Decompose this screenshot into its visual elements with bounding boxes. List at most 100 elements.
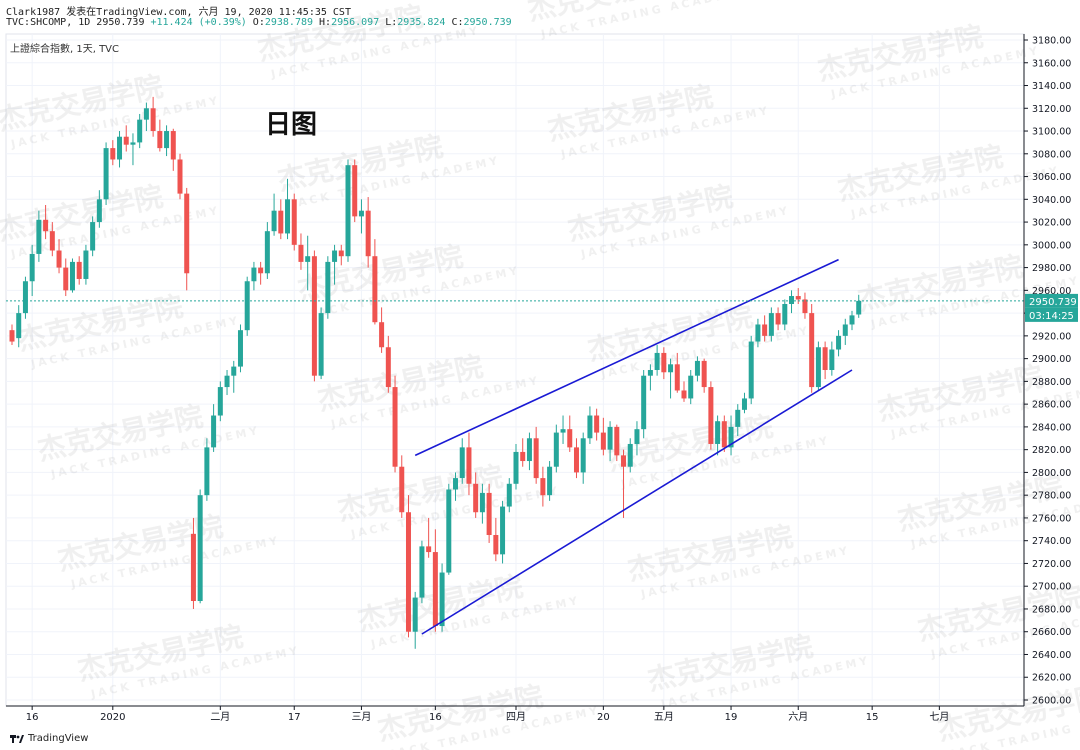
y-tick-label: 2900.00 <box>1032 354 1071 365</box>
candle-body <box>520 451 526 462</box>
candle-body <box>43 219 49 232</box>
symbol-info: TVC:SHCOMP, 1D 2950.739 +11.424 (+0.39%) O:… <box>6 17 518 28</box>
candle-body <box>513 451 519 484</box>
candle <box>358 199 364 234</box>
candle-body <box>466 447 472 484</box>
candle-body <box>16 313 22 339</box>
candle <box>627 438 633 473</box>
last-price-badge <box>1025 293 1078 308</box>
candle-body <box>29 253 35 282</box>
candle-body <box>76 261 82 279</box>
candle <box>600 417 606 456</box>
candle <box>842 318 848 345</box>
y-axis[interactable]: 3180.00 3160.00 3140.00 3120.00 3100.00 3080.… <box>1023 34 1078 707</box>
candle-body <box>83 250 89 279</box>
candle-body <box>735 409 741 427</box>
tradingview-logo-icon <box>10 734 24 743</box>
candle <box>479 483 485 524</box>
candle <box>782 299 788 331</box>
candle <box>735 404 741 436</box>
candle <box>197 489 203 604</box>
candle <box>506 478 512 513</box>
candle <box>829 341 835 376</box>
candle <box>728 415 734 456</box>
candle-body <box>694 360 700 376</box>
candle-body <box>607 426 613 450</box>
candle-body <box>224 375 230 388</box>
candle-body <box>708 387 714 444</box>
publisher-name[interactable]: Clark1987 <box>6 7 61 18</box>
candle <box>298 233 304 270</box>
candle <box>63 258 69 297</box>
low-label: L: <box>385 17 398 28</box>
candle-body <box>117 136 123 160</box>
symbol-name[interactable]: TVC:SHCOMP, 1D <box>6 17 91 28</box>
candle-body <box>594 415 600 433</box>
series-legend[interactable]: 上證綜合指數, 1天, TVC <box>10 44 120 55</box>
candle <box>36 210 42 262</box>
candle <box>22 276 28 319</box>
candle-body <box>325 261 331 314</box>
candle-body <box>728 426 734 448</box>
candle <box>815 341 821 391</box>
channel-line-lower[interactable] <box>421 369 853 635</box>
candle-body <box>36 219 42 254</box>
y-tick-label: 3160.00 <box>1032 58 1071 69</box>
candle <box>237 324 243 373</box>
candle-body <box>829 349 835 370</box>
candle <box>43 205 49 240</box>
candle-body <box>103 148 109 200</box>
candle <box>211 404 217 452</box>
candle <box>789 290 795 314</box>
candle <box>513 443 519 490</box>
candle-body <box>473 483 479 513</box>
candle-body <box>217 387 223 416</box>
candle-body <box>285 199 291 234</box>
candle <box>412 591 418 649</box>
candle <box>641 370 647 439</box>
footer-brand[interactable]: TradingView <box>10 733 88 744</box>
candle-body <box>688 375 694 399</box>
candle <box>526 432 532 471</box>
channel-line-upper[interactable] <box>414 258 839 457</box>
candle-body <box>385 347 391 388</box>
candle-body <box>90 222 96 251</box>
candle-body <box>701 360 707 388</box>
countdown-label: 03:14:25 <box>1029 311 1074 322</box>
candle-body <box>358 210 364 217</box>
candle <box>157 119 163 152</box>
candle <box>170 128 176 171</box>
candle-body <box>486 492 492 535</box>
y-tick-label: 2840.00 <box>1032 422 1071 433</box>
candle-body <box>668 364 674 373</box>
close-label: C: <box>451 17 464 28</box>
candle-body <box>634 429 640 444</box>
candle <box>90 216 96 257</box>
candle <box>251 261 257 291</box>
candle-body <box>459 447 465 479</box>
y-tick-label: 3120.00 <box>1032 104 1071 115</box>
candle-body <box>600 432 606 450</box>
x-tick-label: 16 <box>26 712 39 723</box>
candle <box>352 159 358 223</box>
candle-body <box>453 478 459 490</box>
candle-body <box>419 546 425 598</box>
y-tick-label: 2980.00 <box>1032 263 1071 274</box>
candle-body <box>244 281 250 331</box>
candle-body <box>721 421 727 448</box>
candle-body <box>123 136 129 145</box>
candle-body <box>782 304 788 325</box>
y-tick-label: 2620.00 <box>1032 673 1071 684</box>
x-axis[interactable]: 16 2020 二月 17 三月 16 四月 20 五月 19 六月 15 七月 <box>6 705 1024 723</box>
candle-body <box>621 455 627 467</box>
candle-body <box>22 281 28 314</box>
candle-body <box>130 142 136 145</box>
y-tick-label: 2780.00 <box>1032 491 1071 502</box>
publish-date: 六月 19, 2020 11:45:35 CST <box>198 7 351 18</box>
